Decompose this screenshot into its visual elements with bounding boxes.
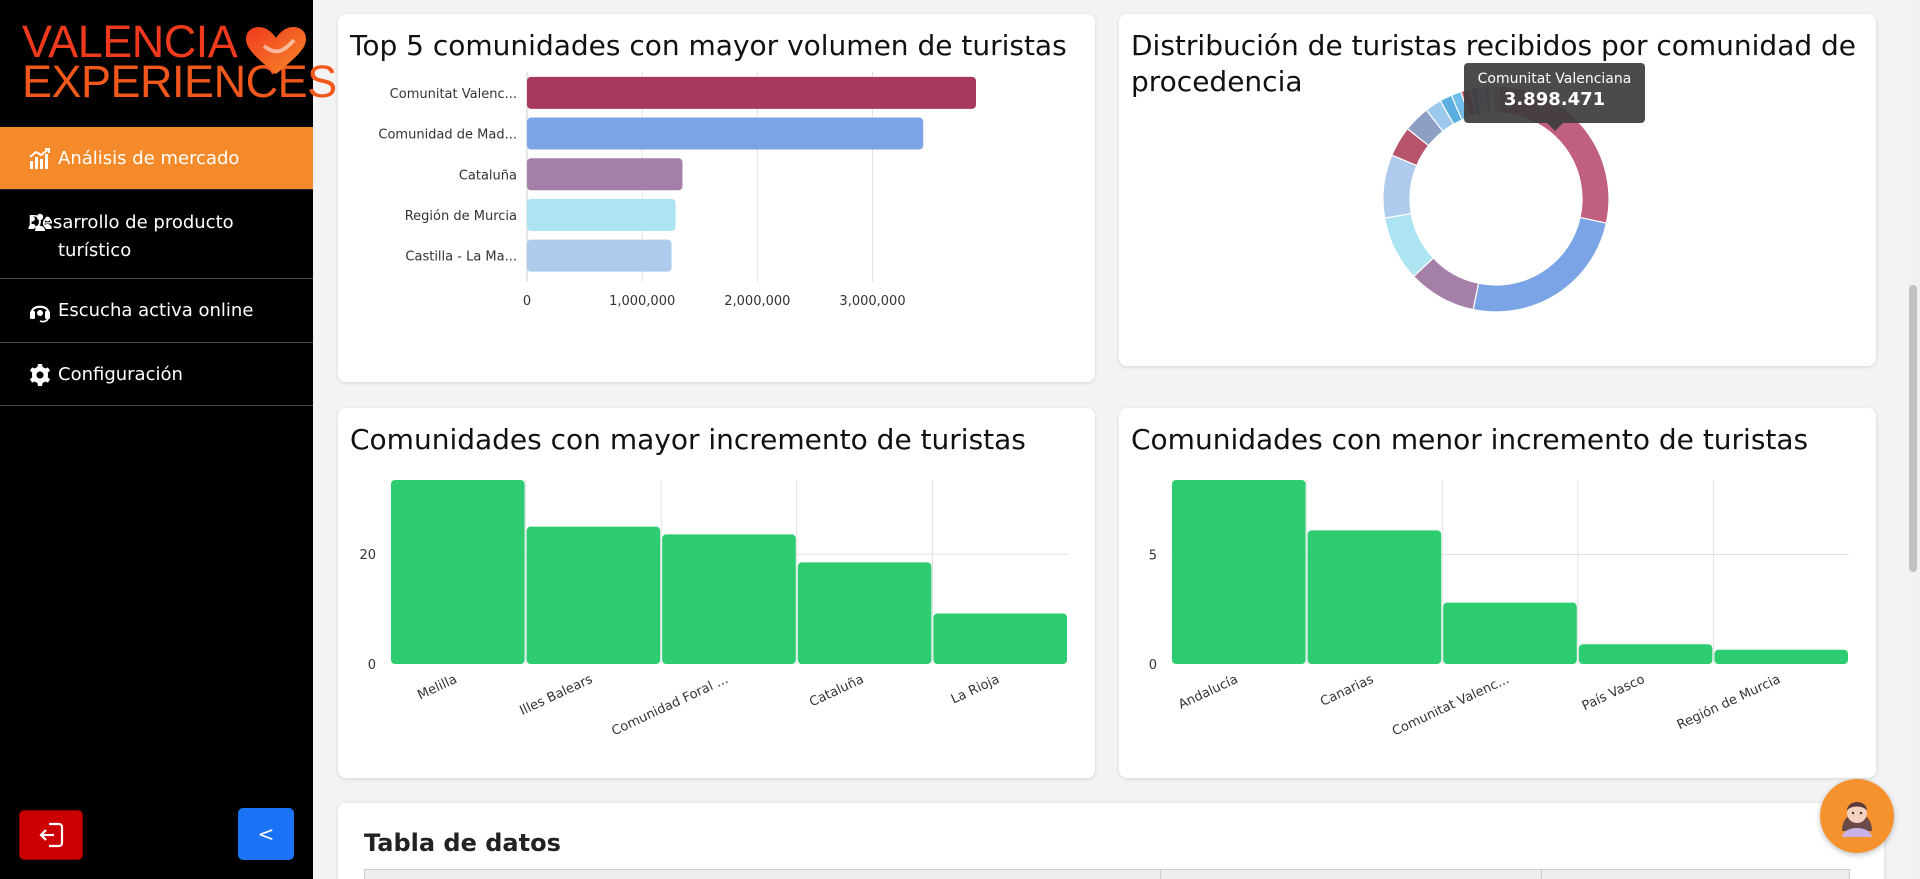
bar	[662, 534, 796, 664]
sidebar-nav: Análisis de mercado Desarrollo de produc…	[0, 127, 313, 406]
decrease-card: Comunidades con menor incremento de turi…	[1119, 408, 1876, 778]
chart-growth-icon	[29, 148, 50, 169]
top5-volume-card: Top 5 comunidades con mayor volumen de t…	[338, 14, 1095, 382]
y-tick-label: 0	[1149, 658, 1157, 673]
category-label: Región de Murcia	[405, 209, 517, 224]
category-label: Comunidad de Mad...	[378, 128, 517, 143]
logout-icon	[39, 822, 64, 848]
y-tick-label: 0	[368, 658, 376, 673]
bar	[933, 613, 1067, 664]
y-tick-label: 5	[1149, 548, 1157, 563]
category-label: Región de Murcia	[1675, 672, 1783, 733]
scrollbar-thumb[interactable]	[1909, 285, 1917, 572]
increase-card: Comunidades con mayor incremento de turi…	[338, 408, 1095, 778]
decrease-bar-chart: 0 5 Andalucía Canarias Comunitat Valenc... Pa…	[1149, 480, 1849, 739]
page-scrollbar[interactable]	[1906, 0, 1920, 879]
bar	[1172, 480, 1306, 664]
x-tick-label: 0	[523, 294, 531, 309]
category-label: Castilla - La Ma...	[405, 250, 517, 265]
x-tick-label: 3,000,000	[839, 294, 905, 309]
category-label: Comunitat Valenc...	[1390, 672, 1512, 739]
table-header	[364, 869, 1850, 879]
card-title: Comunidades con mayor incremento de turi…	[350, 423, 1026, 456]
bar	[527, 158, 683, 191]
x-tick-label: 1,000,000	[609, 294, 675, 309]
sidebar: VALENCIA EXPERIENCES Análisis de	[0, 0, 337, 879]
tooltip-label: Comunitat Valenciana	[1477, 71, 1632, 87]
donut-slice	[1382, 154, 1418, 219]
tooltip-value: 3.898.471	[1503, 89, 1606, 110]
sidebar-item-label: Configuración	[58, 364, 183, 385]
bar	[527, 198, 676, 231]
collapse-sidebar-button[interactable]: <	[238, 808, 294, 860]
chat-assistant-button[interactable]	[1820, 779, 1894, 853]
increase-bar-chart: 0 20 Melilla Illes Balears Comunidad Foral .…	[359, 480, 1068, 739]
sidebar-item-label: Escucha activa online	[58, 300, 254, 321]
bar	[527, 239, 672, 272]
sidebar-item-desarrollo-producto[interactable]: Desarrollo de producto turístico	[0, 190, 313, 279]
card-title: Top 5 comunidades con mayor volumen de t…	[350, 29, 1067, 62]
category-label: Comunitat Valenc...	[390, 87, 517, 102]
sidebar-item-escucha-activa[interactable]: Escucha activa online	[0, 279, 313, 343]
sidebar-item-analisis-mercado[interactable]: Análisis de mercado	[0, 127, 313, 190]
category-label: Andalucía	[1176, 672, 1240, 713]
bar	[1578, 644, 1713, 664]
card-title: Distribución de turistas recibidos por c…	[1131, 29, 1857, 98]
bar	[526, 526, 661, 664]
category-label: Illes Balears	[518, 672, 596, 719]
y-tick-label: 20	[359, 548, 376, 563]
data-table-card: Tabla de datos	[338, 803, 1884, 879]
bar	[1714, 649, 1848, 664]
category-label: País Vasco	[1580, 672, 1648, 714]
table-title: Tabla de datos	[364, 829, 561, 857]
column-divider	[1541, 870, 1542, 879]
logout-button[interactable]	[19, 810, 83, 860]
bar	[527, 76, 976, 109]
donut-slice	[1472, 216, 1608, 313]
brand-logo[interactable]: VALENCIA EXPERIENCES	[22, 16, 337, 106]
people-group-icon	[28, 213, 52, 231]
sidebar-item-configuracion[interactable]: Configuración	[0, 343, 313, 406]
headset-icon	[30, 305, 50, 323]
bar	[1307, 530, 1442, 664]
category-label: La Rioja	[949, 672, 1002, 707]
card-title: Comunidades con menor incremento de turi…	[1131, 423, 1809, 456]
tooltip-arrow	[1547, 123, 1563, 131]
category-label: Cataluña	[807, 672, 866, 710]
chart-tooltip: Comunitat Valenciana 3.898.471	[1464, 63, 1645, 131]
bar	[527, 117, 924, 150]
x-tick-label: 2,000,000	[724, 294, 790, 309]
assistant-avatar-icon	[1842, 802, 1872, 837]
brand-line-1: VALENCIA	[22, 16, 238, 67]
category-label: Melilla	[415, 672, 459, 703]
category-label: Cataluña	[459, 168, 517, 183]
bar	[1443, 602, 1577, 664]
gear-icon	[30, 364, 50, 386]
sidebar-item-label: Desarrollo de producto turístico	[28, 212, 234, 261]
bar	[391, 480, 525, 664]
sidebar-item-label: Análisis de mercado	[58, 148, 240, 169]
column-divider	[1160, 870, 1161, 879]
bar	[797, 562, 932, 664]
top5-volume-chart: 0 1,000,000 2,000,000 3,000,000 Comunitat Va…	[378, 72, 976, 309]
heart-icon	[246, 27, 306, 74]
category-label: Canarias	[1318, 672, 1376, 710]
category-label: Comunidad Foral ...	[609, 672, 730, 739]
